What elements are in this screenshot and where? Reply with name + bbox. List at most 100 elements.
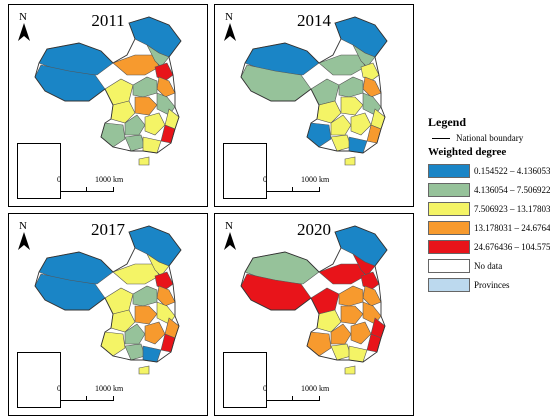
province-region [112,263,160,285]
boundary-line-icon [432,137,450,139]
panel-year-label: 2017 [91,220,125,239]
province-region [100,331,126,357]
china-choropleth-map [240,16,388,166]
legend-swatch [428,239,470,254]
scale-bar: 0 1000 km [263,384,343,404]
province-region [306,122,332,148]
legend-swatch [428,201,470,216]
province-region [156,301,176,325]
legend-class-label: 24.676436 – 104.575900 [474,241,550,252]
legend-class-row: 13.178031 – 24.676435 [428,218,550,237]
south-china-sea-inset [17,352,61,408]
legend-class-label: No data [474,260,503,271]
province-region [318,54,366,76]
province-region [132,285,158,307]
province-region [134,305,158,325]
province-region [362,285,382,307]
south-china-sea-inset [223,143,267,199]
province-region [350,321,372,345]
province-region [156,285,176,307]
legend-class-label: Provinces [474,279,510,290]
legend-class-label: 4.136054 – 7.506922 [474,184,550,195]
province-region [338,285,364,307]
province-region [142,136,162,154]
legend-class-row: No data [428,256,550,275]
province-region [156,92,176,116]
panel-year-label: 2014 [297,11,331,30]
province-region [344,365,356,375]
scale-bar: 0 1000 km [57,384,137,404]
legend-subtitle: Weighted degree [428,146,507,158]
china-choropleth-map [34,225,182,375]
map-panel-2011: 2011 N 0 1000 km [8,4,208,207]
province-region [142,345,162,363]
province-region [138,365,150,375]
legend-class-label: 13.178031 – 24.676435 [474,222,550,233]
north-arrow-icon: N [17,220,31,250]
legend-class-row: 7.506923 – 13.178030 [428,199,550,218]
legend-class-list: 0.154522 – 4.136053 4.136054 – 7.506922 7.… [428,161,550,294]
province-region [362,301,382,325]
legend-class-row: 4.136054 – 7.506922 [428,180,550,199]
legend-class-row: 0.154522 – 4.136053 [428,161,550,180]
map-panel-2017: 2017 N 0 1000 km [8,213,208,416]
province-region [124,323,146,345]
panel-year-label: 2011 [91,11,125,30]
province-region [138,156,150,166]
province-region [340,305,364,325]
map-legend: Legend National boundary Weighted degree… [428,115,550,294]
province-region [132,76,158,98]
north-arrow-icon: N [223,220,237,250]
province-region [330,114,352,136]
province-region [348,345,368,363]
legend-class-row: Provinces [428,275,550,294]
province-region [360,62,380,82]
province-region [144,112,166,136]
province-region [330,323,352,345]
province-region [348,136,368,154]
legend-swatch [428,220,470,235]
national-boundary-line [34,225,182,363]
province-region [134,96,158,116]
province-region [124,343,146,361]
province-region [330,343,352,361]
province-region [340,96,364,116]
legend-swatch [428,163,470,178]
province-region [350,112,372,136]
province-region [360,271,380,291]
province-region [124,134,146,152]
national-boundary-line [240,225,388,363]
province-region [352,44,376,68]
scale-bar: 0 1000 km [263,175,343,195]
national-boundary-line [34,16,182,154]
scale-bar: 0 1000 km [57,175,137,195]
map-panel-2014: 2014 N 0 1000 km [214,4,414,207]
legend-boundary-label: National boundary [456,133,524,143]
province-region [146,44,170,68]
china-choropleth-map [240,225,388,375]
legend-class-row: 24.676436 – 104.575900 [428,237,550,256]
province-region [344,156,356,166]
province-region [362,76,382,98]
legend-class-label: 7.506923 – 13.178030 [474,203,550,214]
north-arrow-icon: N [17,11,31,41]
legend-swatch [428,182,470,197]
map-panel-2020: 2020 N 0 1000 km [214,213,414,416]
north-arrow-icon: N [223,11,237,41]
legend-class-label: 0.154522 – 4.136053 [474,165,550,176]
province-region [154,271,174,291]
province-region [154,62,174,82]
legend-title: Legend [428,115,467,129]
province-region [124,114,146,136]
province-region [144,321,166,345]
panel-year-label: 2020 [297,220,331,239]
province-region [306,331,332,357]
south-china-sea-inset [223,352,267,408]
province-region [100,122,126,148]
south-china-sea-inset [17,143,61,199]
province-region [362,92,382,116]
province-region [156,76,176,98]
province-region [318,263,366,285]
province-region [330,134,352,152]
province-region [146,253,170,277]
